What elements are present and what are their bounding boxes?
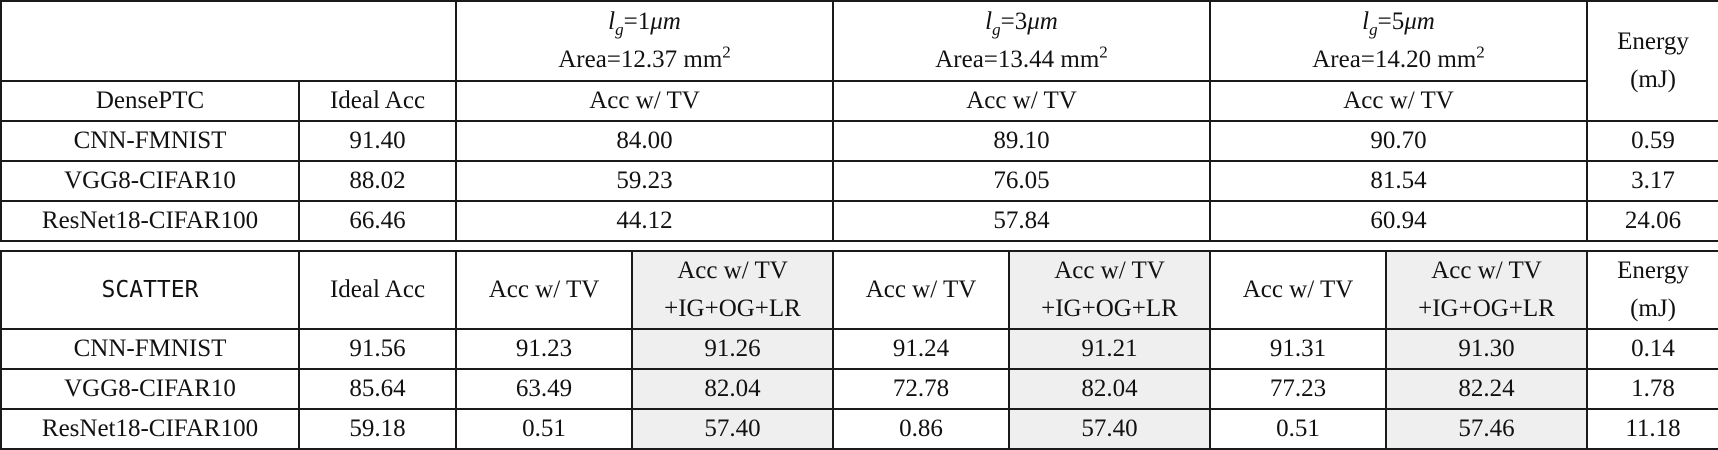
energy-header: Energy (mJ)	[1586, 0, 1718, 122]
scatter-table: SCATTER Ideal Acc Acc w/ TV Acc w/ TV +IG…	[0, 250, 1718, 450]
ideal-cell: 66.46	[298, 200, 457, 242]
table-row: VGG8-CIFAR10 88.02 59.23 76.05 81.54 3.1…	[0, 160, 1718, 202]
model-cell: ResNet18-CIFAR100	[0, 200, 300, 242]
value-cell: 76.05	[832, 160, 1211, 202]
header-row-2: DensePTC Ideal Acc Acc w/ TV Acc w/ TV A…	[0, 80, 1718, 122]
value-cell-highlight: 57.40	[631, 408, 834, 450]
ideal-cell: 91.56	[298, 328, 457, 370]
value-cell: 72.78	[832, 368, 1010, 410]
value-cell-highlight: 91.30	[1385, 328, 1588, 370]
value-cell: 91.24	[832, 328, 1010, 370]
model-header: DensePTC	[0, 80, 300, 122]
empty-header-cell	[0, 0, 457, 82]
value-cell-highlight: 82.24	[1385, 368, 1588, 410]
model-header: SCATTER	[0, 250, 300, 330]
value-cell: 59.23	[455, 160, 834, 202]
table-row: ResNet18-CIFAR100 59.18 0.51 57.40 0.86 …	[0, 408, 1718, 450]
acc-tv-header: Acc w/ TV	[1209, 80, 1588, 122]
value-cell-highlight: 82.04	[1008, 368, 1211, 410]
value-cell: 77.23	[1209, 368, 1387, 410]
value-cell: 91.31	[1209, 328, 1387, 370]
value-cell: 44.12	[455, 200, 834, 242]
value-cell-highlight: 82.04	[631, 368, 834, 410]
value-cell: 0.86	[832, 408, 1010, 450]
value-cell: 63.49	[455, 368, 633, 410]
model-cell: CNN-FMNIST	[0, 328, 300, 370]
model-cell: CNN-FMNIST	[0, 120, 300, 162]
value-cell-highlight: 91.21	[1008, 328, 1211, 370]
energy-cell: 0.14	[1586, 328, 1718, 370]
group-header-lg5: lg=5μm Area=14.20 mm2	[1209, 0, 1588, 82]
value-cell: 0.51	[455, 408, 633, 450]
ideal-acc-header: Ideal Acc	[298, 80, 457, 122]
model-cell: VGG8-CIFAR10	[0, 160, 300, 202]
acc-tv-ig-og-lr-header: Acc w/ TV +IG+OG+LR	[1008, 250, 1211, 330]
energy-cell: 1.78	[1586, 368, 1718, 410]
value-cell: 81.54	[1209, 160, 1588, 202]
ideal-cell: 88.02	[298, 160, 457, 202]
table-row: ResNet18-CIFAR100 66.46 44.12 57.84 60.9…	[0, 200, 1718, 242]
header-row: SCATTER Ideal Acc Acc w/ TV Acc w/ TV +IG…	[0, 250, 1718, 330]
value-cell-highlight: 57.40	[1008, 408, 1211, 450]
value-cell: 0.51	[1209, 408, 1387, 450]
value-cell: 57.84	[832, 200, 1211, 242]
value-cell: 89.10	[832, 120, 1211, 162]
group-header-lg3: lg=3μm Area=13.44 mm2	[832, 0, 1211, 82]
value-cell-highlight: 57.46	[1385, 408, 1588, 450]
acc-tv-header: Acc w/ TV	[832, 250, 1010, 330]
acc-tv-ig-og-lr-header: Acc w/ TV +IG+OG+LR	[631, 250, 834, 330]
energy-cell: 11.18	[1586, 408, 1718, 450]
table-row: VGG8-CIFAR10 85.64 63.49 82.04 72.78 82.…	[0, 368, 1718, 410]
header-row-1: lg=1μm Area=12.37 mm2 lg=3μm Area=13.44 …	[0, 0, 1718, 122]
ideal-cell: 91.40	[298, 120, 457, 162]
acc-tv-header: Acc w/ TV	[832, 80, 1211, 122]
group-header-lg1: lg=1μm Area=12.37 mm2	[455, 0, 834, 82]
acc-tv-header: Acc w/ TV	[455, 250, 633, 330]
ideal-cell: 59.18	[298, 408, 457, 450]
energy-cell: 24.06	[1586, 200, 1718, 242]
value-cell: 60.94	[1209, 200, 1588, 242]
denseptc-table: lg=1μm Area=12.37 mm2 lg=3μm Area=13.44 …	[0, 0, 1718, 242]
table-row: CNN-FMNIST 91.40 84.00 89.10 90.70 0.59	[0, 120, 1718, 162]
energy-header: Energy (mJ)	[1586, 250, 1718, 330]
table-row: CNN-FMNIST 91.56 91.23 91.26 91.24 91.21…	[0, 328, 1718, 370]
model-cell: VGG8-CIFAR10	[0, 368, 300, 410]
acc-tv-header: Acc w/ TV	[455, 80, 834, 122]
acc-tv-header: Acc w/ TV	[1209, 250, 1387, 330]
ideal-acc-header: Ideal Acc	[298, 250, 457, 330]
value-cell: 90.70	[1209, 120, 1588, 162]
value-cell: 84.00	[455, 120, 834, 162]
acc-tv-ig-og-lr-header: Acc w/ TV +IG+OG+LR	[1385, 250, 1588, 330]
energy-cell: 0.59	[1586, 120, 1718, 162]
ideal-cell: 85.64	[298, 368, 457, 410]
value-cell: 91.23	[455, 328, 633, 370]
energy-cell: 3.17	[1586, 160, 1718, 202]
model-cell: ResNet18-CIFAR100	[0, 408, 300, 450]
value-cell-highlight: 91.26	[631, 328, 834, 370]
